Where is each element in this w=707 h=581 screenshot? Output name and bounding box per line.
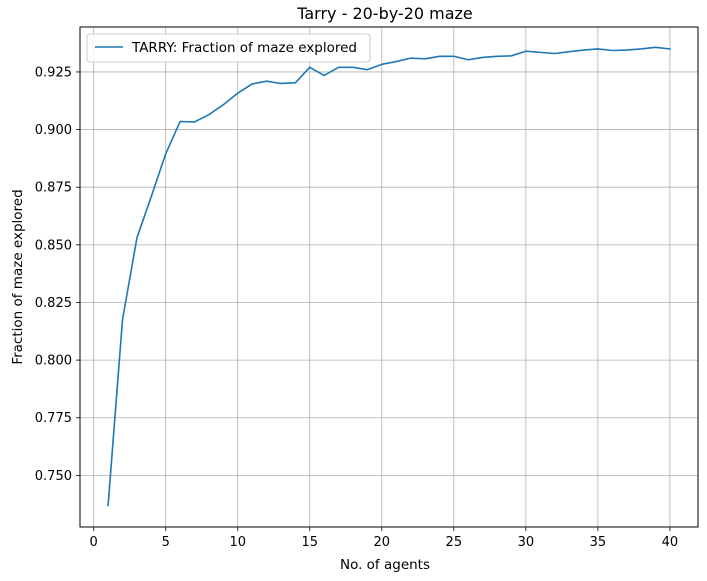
y-tick-label: 0.800 [35, 354, 72, 369]
y-tick-label: 0.925 [35, 65, 72, 80]
chart-title: Tarry - 20-by-20 maze [296, 4, 473, 23]
y-tick-label: 0.900 [35, 123, 72, 138]
y-tick-label: 0.775 [35, 411, 72, 426]
y-axis-label: Fraction of maze explored [10, 189, 26, 364]
legend: TARRY: Fraction of maze explored [87, 34, 370, 62]
y-tick-label: 0.825 [35, 296, 72, 311]
x-tick-label: 20 [374, 535, 391, 550]
plot-area [80, 27, 698, 527]
y-tick-label: 0.850 [35, 238, 72, 253]
x-tick-label: 0 [90, 535, 98, 550]
legend-label: TARRY: Fraction of maze explored [131, 40, 357, 56]
x-tick-label: 30 [518, 535, 535, 550]
y-tick-label: 0.750 [35, 469, 72, 484]
x-tick-label: 25 [446, 535, 463, 550]
x-tick-label: 40 [662, 535, 679, 550]
x-tick-label: 15 [301, 535, 318, 550]
y-tick-label: 0.875 [35, 181, 72, 196]
x-tick-label: 5 [162, 535, 170, 550]
x-tick-label: 10 [229, 535, 246, 550]
x-tick-label: 35 [590, 535, 607, 550]
x-axis-label: No. of agents [340, 557, 430, 573]
